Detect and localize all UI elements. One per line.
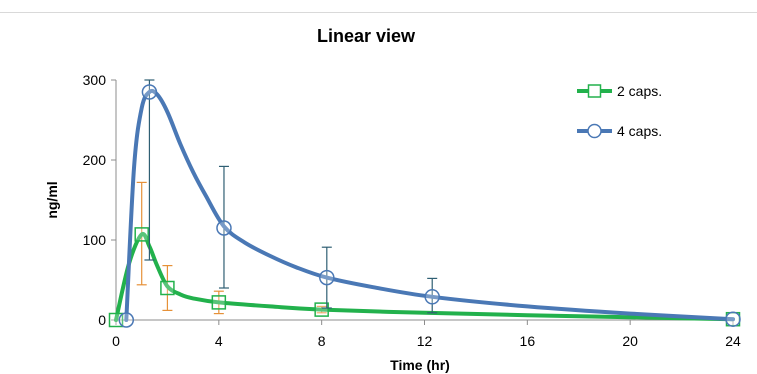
y-tick-label: 100 [83, 232, 107, 248]
legend: 2 caps. 4 caps. [577, 83, 662, 139]
legend-marker-circle [587, 123, 602, 139]
data-point-circle [216, 220, 232, 236]
top-divider-line [0, 12, 757, 13]
data-point-circle [424, 289, 440, 305]
chart-title: Linear view [317, 26, 416, 46]
series-line [124, 88, 735, 322]
x-tick-label: 8 [318, 333, 326, 349]
legend-label-2-caps: 2 caps. [617, 83, 662, 99]
x-tick-label: 24 [725, 333, 741, 349]
x-axis-ticks: 0 4 8 12 16 20 24 [112, 320, 741, 349]
data-point-square [160, 280, 175, 296]
x-tick-label: 20 [622, 333, 638, 349]
legend-item-2-caps: 2 caps. [577, 83, 662, 99]
legend-label-4-caps: 4 caps. [617, 123, 662, 139]
plot-area [108, 79, 741, 328]
data-point-square [134, 227, 149, 242]
series-4-caps [118, 79, 741, 328]
data-point-circle [319, 269, 335, 286]
y-tick-label: 300 [83, 72, 107, 88]
series-line [114, 231, 735, 322]
x-tick-label: 12 [417, 333, 433, 349]
data-point-circle [118, 312, 135, 328]
y-tick-label: 200 [83, 152, 107, 168]
x-tick-label: 16 [520, 333, 536, 349]
data-point-square [314, 302, 329, 317]
legend-item-4-caps: 4 caps. [577, 123, 662, 139]
legend-marker-square [587, 84, 602, 98]
error-bar [144, 79, 155, 261]
x-tick-label: 0 [112, 333, 120, 349]
x-axis-label: Time (hr) [390, 357, 450, 373]
data-point-circle [725, 311, 741, 327]
y-axis-ticks: 0 100 200 300 [83, 72, 116, 328]
y-tick-label: 0 [98, 312, 106, 328]
data-point-square [211, 295, 227, 310]
data-point-circle [141, 84, 158, 100]
y-axis-label: ng/ml [44, 181, 60, 218]
series-2-caps [108, 181, 741, 328]
x-tick-label: 4 [215, 333, 223, 349]
